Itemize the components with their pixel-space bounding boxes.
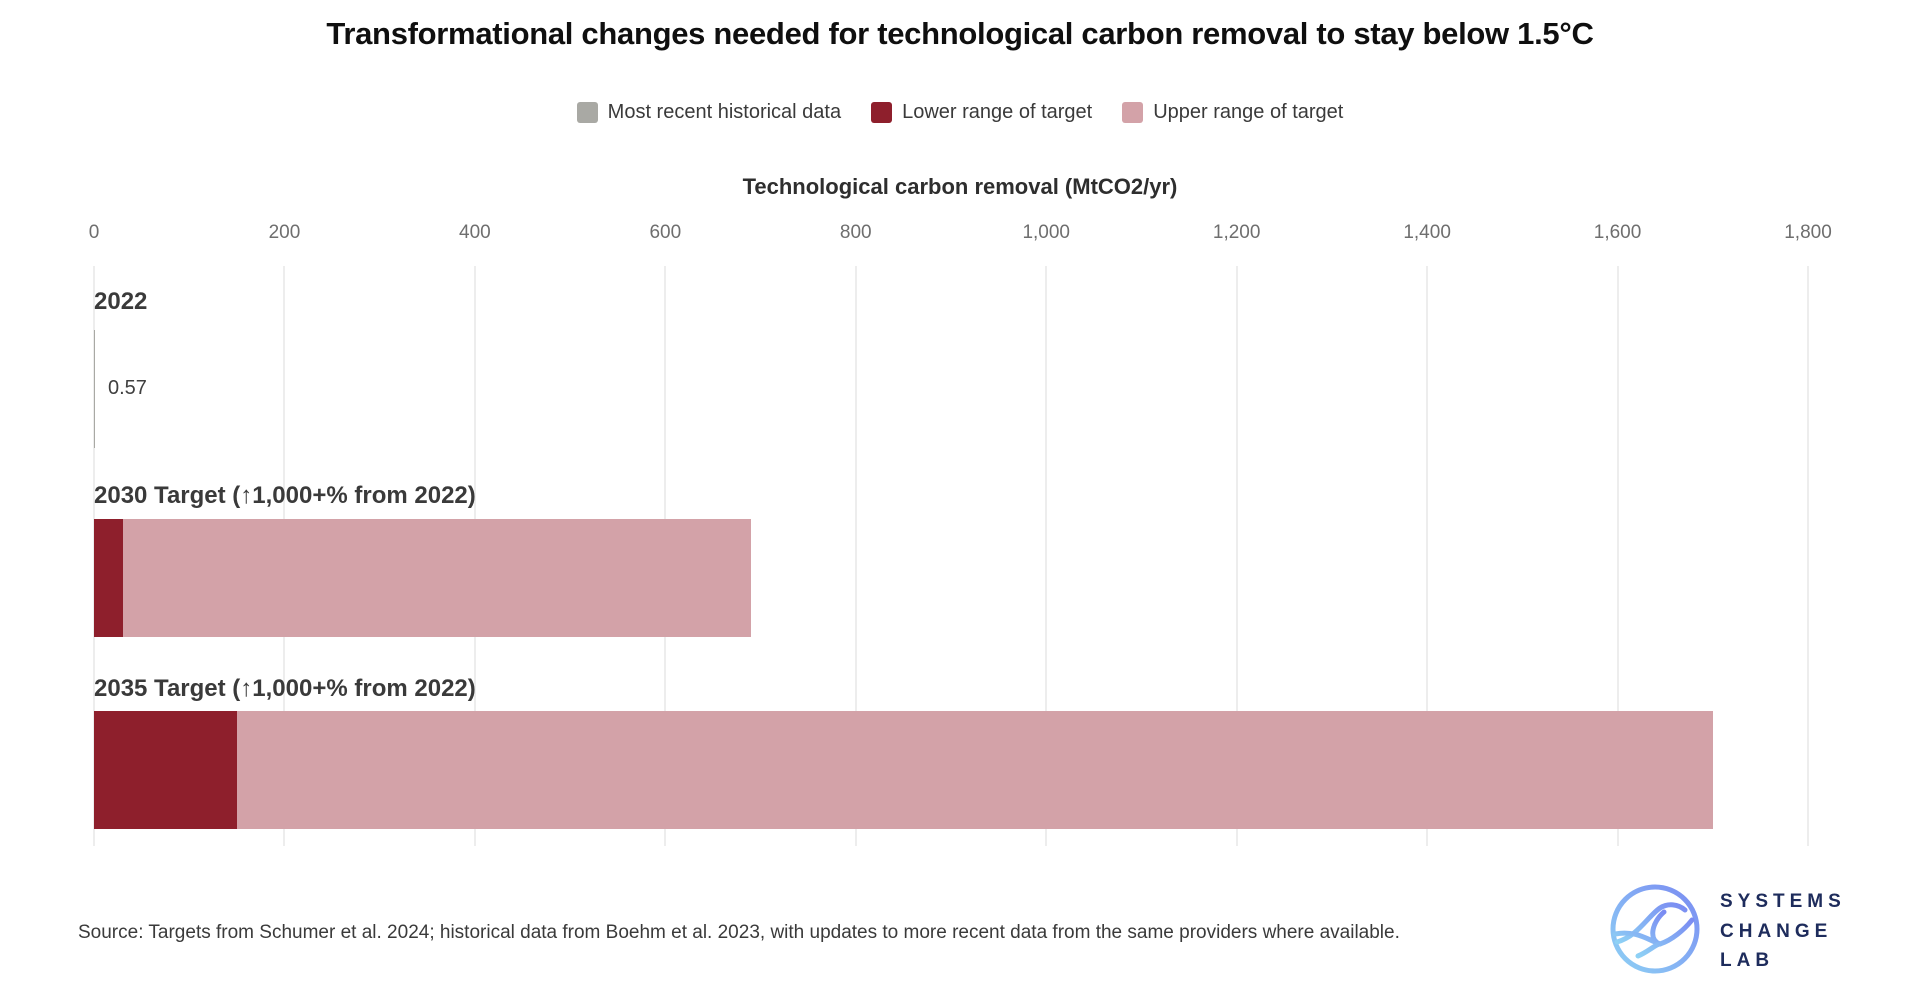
legend-swatch-lower [871,102,893,123]
bar-segment-lower[interactable] [94,711,237,829]
x-tick-label: 800 [839,222,872,243]
bar-segment-upper[interactable] [236,711,1713,829]
bar-value-label: 0.57 [108,377,147,399]
gridline-1000 [1045,266,1048,846]
x-tick-label: 1,200 [1212,222,1261,243]
source-text: Source: Targets from Schumer et al. 2024… [78,922,1400,943]
x-tick-label: 200 [268,222,301,243]
x-tick-label: 1,000 [1022,222,1070,243]
logo-text: SYSTEMS CHANGE LAB [1720,891,1846,972]
x-tick-label: 600 [649,222,682,243]
legend-label: Lower range of target [902,101,1093,123]
x-axis-title: Technological carbon removal (MtCO2/yr) [742,174,1178,199]
x-tick-label: 1,400 [1403,222,1451,243]
bar-segment-lower[interactable] [94,519,123,637]
logo: SYSTEMS CHANGE LAB [1608,882,1846,981]
gridline-1200 [1235,266,1238,846]
row-label: 2035 Target (↑1,000+% from 2022) [94,675,476,702]
gridline-800 [854,266,857,846]
gridline-1800 [1807,266,1809,846]
systems-change-lab-logo-icon [1608,882,1702,981]
legend-swatch-historical [576,102,598,123]
page-title: Transformational changes needed for tech… [326,16,1594,51]
legend-item-lower[interactable]: Lower range of target [871,101,1092,124]
legend-item-upper[interactable]: Upper range of target [1122,101,1343,124]
gridline-1600 [1616,266,1619,846]
legend-item-historical[interactable]: Most recent historical data [576,101,842,124]
legend: Most recent historical data Lower range o… [0,101,1920,124]
legend-label: Upper range of target [1153,101,1344,123]
x-tick-label: 0 [88,222,100,243]
legend-label: Most recent historical data [607,101,842,123]
legend-swatch-upper [1122,102,1144,123]
x-tick-label: 1,800 [1784,222,1832,243]
gridline-1400 [1426,266,1429,846]
bar-segment-upper[interactable] [122,519,752,637]
bar-segment-historical[interactable] [94,330,95,448]
x-tick-label: 1,600 [1593,222,1642,243]
x-tick-label: 400 [459,222,491,243]
row-label: 2022 [94,288,148,315]
row-label: 2030 Target (↑1,000+% from 2022) [94,482,476,509]
